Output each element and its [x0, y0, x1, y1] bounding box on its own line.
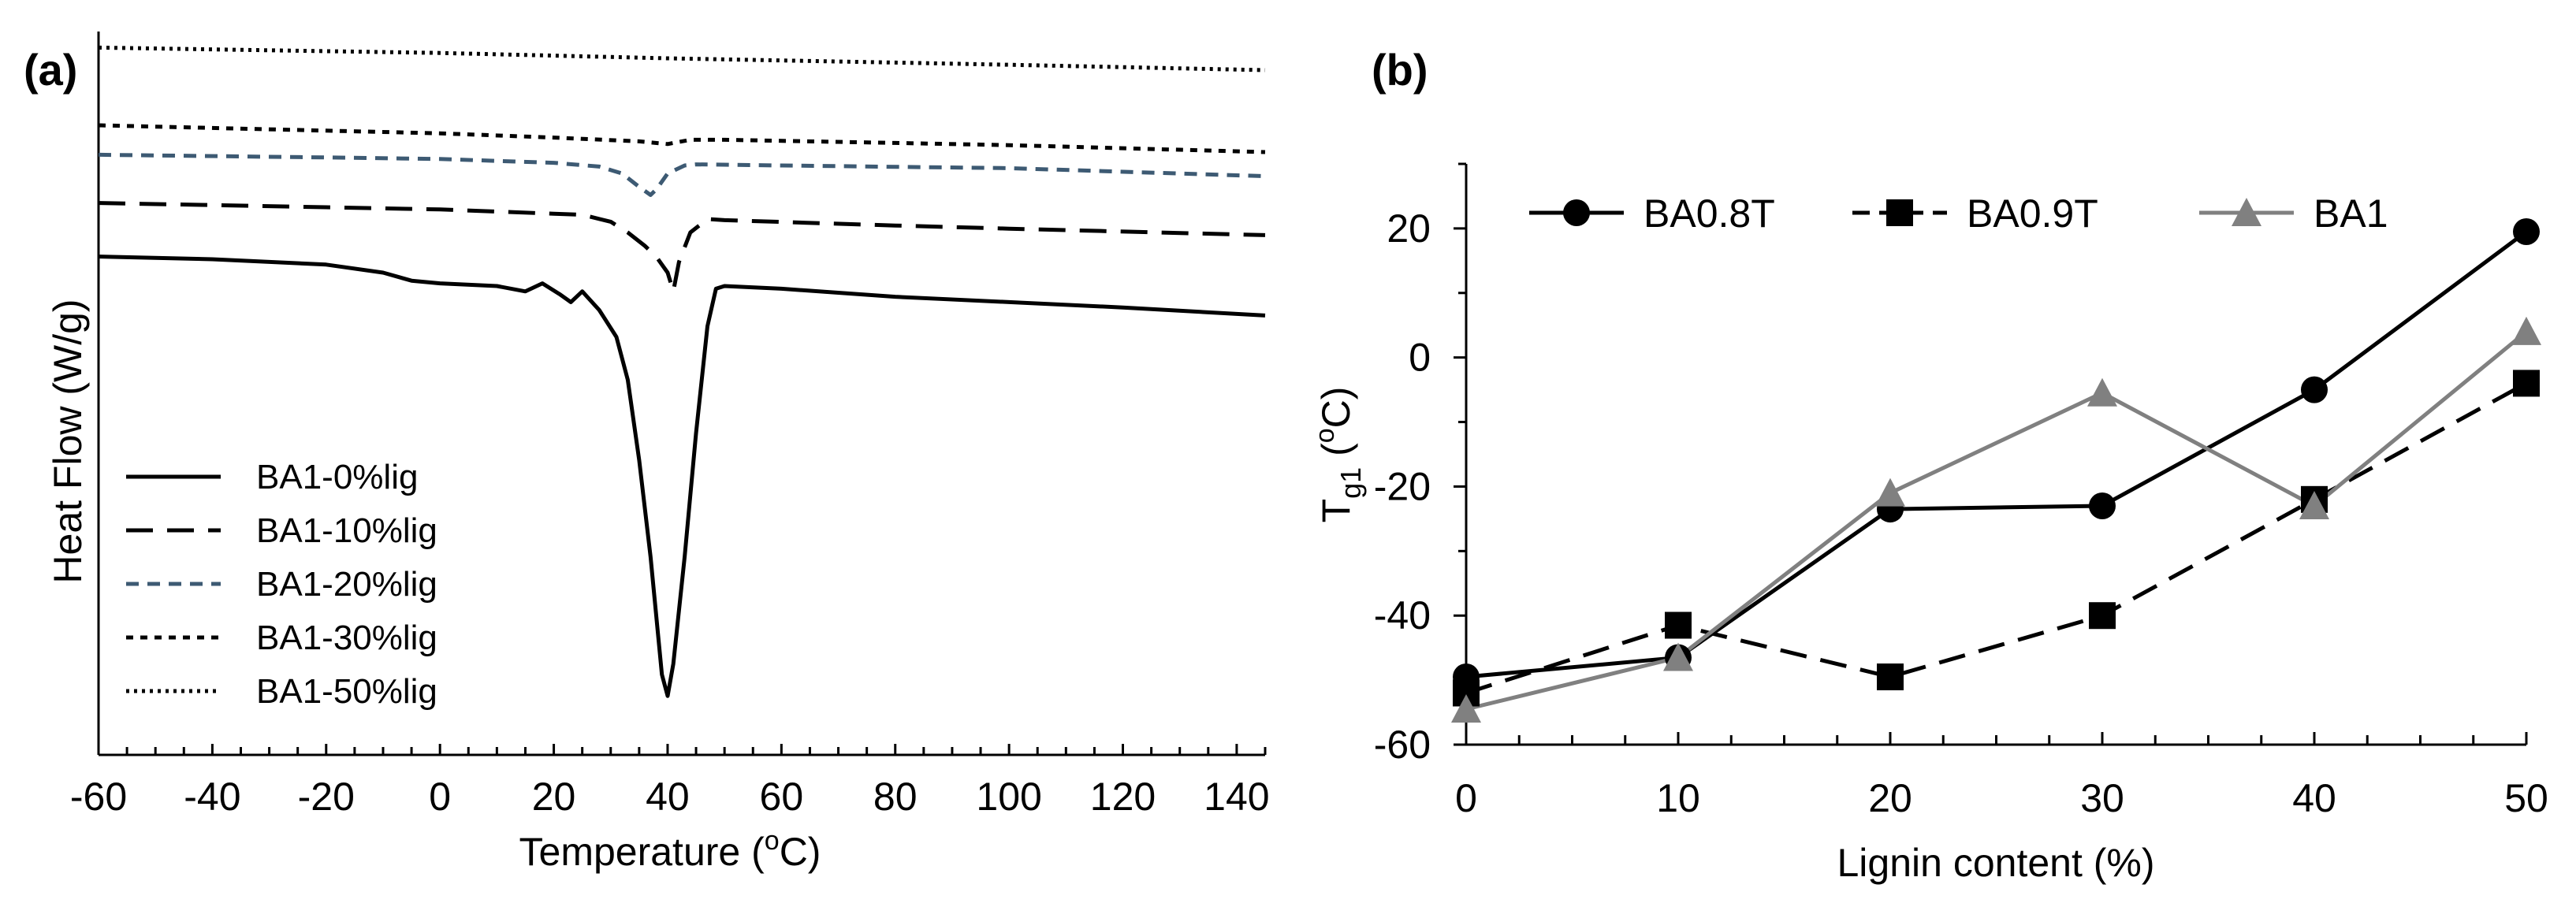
- panel-a-legend-label-ba1-30-lig: BA1-30%lig: [256, 619, 437, 657]
- panel-b-point-ba1: [2087, 377, 2117, 407]
- panel-b-legend-label-ba0-9t: BA0.9T: [1967, 191, 2098, 236]
- panel-b-series: [1451, 217, 2541, 723]
- panel-b-series-line-ba1: [1465, 329, 2528, 712]
- panel-b-x-title: Lignin content (%): [1837, 841, 2154, 885]
- panel-a-y-title: Heat Flow (W/g): [46, 299, 90, 583]
- panel-a-label: (a): [24, 45, 77, 95]
- panel-b-y-tick-label: -60: [1374, 723, 1431, 767]
- panel-a-x-tick-label: 80: [873, 775, 918, 819]
- panel-b-y-tick-label: -40: [1374, 593, 1431, 637]
- panel-b-x-tick-label: 30: [2080, 776, 2124, 820]
- panel-b-ticks: 0 10 20 30 40 50 -60 -40 -20 0 20: [1374, 162, 2548, 820]
- panel-b: (b) 0 10 20 30 40 50 -60 -40 -20 0 20 BA0.8T BA0.9T…: [1310, 45, 2548, 885]
- panel-a-ticks: -60 -40 -20 0 20 40 60 80 100 120 140: [70, 744, 1270, 819]
- panel-b-axes: [1465, 164, 2526, 746]
- panel-a-series-ba1-30-lig: [98, 123, 1266, 154]
- panel-b-point-ba0-9t: [1877, 663, 1904, 691]
- panel-a-x-tick-label: -60: [70, 775, 127, 819]
- panel-a-legend: BA1-0%lig BA1-10%lig BA1-20%lig BA1-30%lig B…: [126, 458, 437, 711]
- panel-b-point-ba0-9t: [1665, 611, 1692, 639]
- panel-a: (a) -60 -40 -20 0 20 40 60 80 100 120 140 BA1-0%li…: [24, 32, 1270, 874]
- panel-b-legend-marker-ba0-8t: [1563, 199, 1590, 226]
- panel-b-point-ba0-9t: [2513, 370, 2540, 397]
- panel-b-legend-label-ba0-8t: BA0.8T: [1644, 191, 1775, 236]
- panel-a-x-title: Temperature (oC): [519, 826, 821, 874]
- panel-a-x-tick-label: 0: [429, 775, 451, 819]
- panel-b-point-ba0-8t: [2301, 376, 2328, 403]
- panel-a-x-tick-label: 60: [760, 775, 804, 819]
- panel-b-x-tick-label: 50: [2504, 776, 2548, 820]
- panel-a-legend-label-ba1-10-lig: BA1-10%lig: [256, 511, 437, 550]
- panel-b-x-tick-label: 20: [1868, 776, 1912, 820]
- panel-b-legend-marker-ba0-9t: [1886, 199, 1913, 226]
- panel-b-point-ba1: [2511, 316, 2541, 345]
- panel-a-x-tick-label: -40: [184, 775, 240, 819]
- panel-b-point-ba1: [2299, 491, 2329, 520]
- panel-b-legend-marker-ba1: [2232, 198, 2261, 226]
- panel-a-x-tick-label: 40: [646, 775, 690, 819]
- panel-b-y-tick-label: -20: [1374, 464, 1431, 508]
- panel-b-label: (b): [1372, 45, 1428, 95]
- panel-b-x-tick-label: 40: [2292, 776, 2336, 820]
- panel-b-legend: BA0.8T BA0.9T BA1: [1529, 191, 2388, 236]
- panel-a-series-ba1-50-lig: [98, 45, 1266, 72]
- panel-b-y-tick-label: 0: [1409, 336, 1431, 380]
- panel-b-x-tick-label: 10: [1656, 776, 1700, 820]
- panel-b-series-line-ba0-9t: [1465, 381, 2528, 695]
- panel-a-legend-label-ba1-50-lig: BA1-50%lig: [256, 672, 437, 711]
- panel-b-point-ba0-8t: [2089, 492, 2116, 520]
- panel-b-y-tick-label: 20: [1387, 206, 1431, 251]
- panel-b-x-tick-label: 0: [1455, 776, 1477, 820]
- panel-b-point-ba1: [1451, 693, 1481, 723]
- panel-b-point-ba1: [1875, 478, 1905, 507]
- panel-b-series-line-ba0-8t: [1465, 229, 2528, 679]
- panel-a-axes: [97, 32, 1265, 756]
- panel-a-x-tick-label: 140: [1204, 775, 1269, 819]
- panel-b-point-ba1: [1663, 642, 1693, 671]
- panel-a-series-ba1-10-lig: [98, 201, 1266, 294]
- panel-a-series-ba1-0-lig: [98, 255, 1266, 698]
- panel-b-legend-label-ba1: BA1: [2314, 191, 2388, 236]
- panel-a-x-tick-label: 20: [532, 775, 576, 819]
- panel-a-legend-label-ba1-20-lig: BA1-20%lig: [256, 565, 437, 604]
- panel-b-point-ba0-8t: [2513, 217, 2540, 245]
- panel-a-x-tick-label: -20: [298, 775, 355, 819]
- panel-a-legend-label-ba1-0-lig: BA1-0%lig: [256, 458, 418, 496]
- panel-b-y-title: Tg1 (oC): [1310, 387, 1367, 523]
- panel-a-x-tick-label: 120: [1090, 775, 1156, 819]
- panel-b-point-ba0-9t: [2089, 602, 2116, 630]
- panel-a-series-ba1-20-lig: [98, 152, 1266, 197]
- panel-a-series: [98, 45, 1266, 698]
- panel-a-x-tick-label: 100: [976, 775, 1041, 819]
